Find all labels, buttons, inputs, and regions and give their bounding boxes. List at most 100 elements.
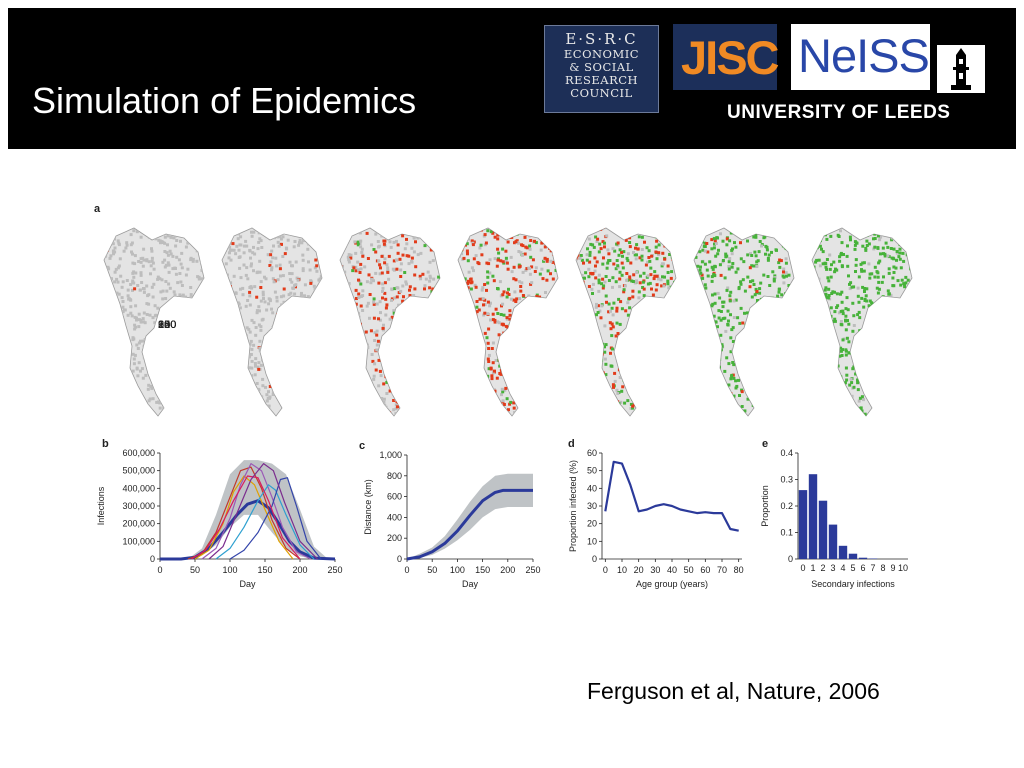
series-line (187, 466, 301, 560)
map-panel (457, 227, 559, 417)
bar (818, 500, 828, 559)
y-tick-label: 0.4 (780, 448, 793, 458)
x-tick-label: 30 (650, 565, 660, 575)
y-tick-label: 600 (387, 492, 402, 502)
map-day-label: 120 (158, 319, 176, 331)
map-day-label: 150 (158, 319, 176, 331)
figure: a 30 60 90 120 150 180 240 0 100,000 200,000 300,00… (90, 198, 940, 613)
x-tick-label: 5 (850, 563, 855, 573)
x-tick-label: 40 (667, 565, 677, 575)
y-tick-label: 1,000 (379, 450, 402, 460)
panel-label: c (359, 440, 365, 452)
map-day-label: 60 (158, 319, 170, 331)
map-day-label: 240 (158, 319, 176, 331)
series-line (201, 463, 311, 560)
esrc-logo-line: & SOCIAL (569, 60, 634, 74)
chart-panel-c: 0 200 400 600 800 1,000 0 50 100 150 200 250 Day Dist… (363, 450, 541, 589)
map-outline (457, 227, 559, 417)
series-line (406, 488, 533, 561)
y-tick-label: 200 (387, 533, 402, 543)
y-tick-label: 0 (788, 554, 793, 564)
y-tick-label: 40 (587, 483, 597, 493)
esrc-logo-line: ECONOMIC (563, 47, 640, 61)
x-tick-label: 3 (830, 563, 835, 573)
jisc-logo: JISC (673, 24, 779, 90)
chart-panel-d: 0 10 20 30 40 50 60 0 10 20 30 40 50 60 70 80 Age group … (568, 448, 744, 589)
x-tick-label: 6 (860, 563, 865, 573)
series-line (208, 463, 318, 560)
series-line (194, 475, 294, 560)
series-line (215, 484, 315, 560)
y-tick-label: 200,000 (122, 519, 155, 529)
bar (848, 553, 858, 559)
figure-svg: a3060901201501802400100,000200,000300,00… (94, 203, 913, 589)
y-tick-label: 400 (387, 512, 402, 522)
y-axis-label: Proportion (760, 485, 770, 527)
x-axis-label: Secondary infections (811, 579, 895, 589)
x-tick-label: 0 (157, 565, 162, 575)
x-tick-label: 8 (880, 563, 885, 573)
x-axis-label: Day (239, 579, 256, 589)
x-tick-label: 0 (404, 565, 409, 575)
x-tick-label: 20 (634, 565, 644, 575)
x-tick-label: 100 (222, 565, 237, 575)
map-panel (693, 227, 795, 417)
x-tick-label: 250 (327, 565, 342, 575)
panel-label: d (568, 438, 575, 450)
y-axis-label: Distance (km) (363, 479, 373, 535)
map-day-label: 180 (158, 319, 176, 331)
bar (858, 557, 868, 559)
y-tick-label: 0 (397, 554, 402, 564)
x-tick-label: 250 (525, 565, 540, 575)
y-tick-label: 20 (587, 519, 597, 529)
series-line (191, 475, 301, 560)
x-tick-label: 4 (840, 563, 845, 573)
bar (838, 545, 848, 560)
x-tick-label: 70 (717, 565, 727, 575)
bar (808, 474, 818, 559)
map-panel (575, 227, 677, 417)
y-tick-label: 300,000 (122, 501, 155, 511)
x-tick-label: 150 (475, 565, 490, 575)
map-outline (811, 227, 913, 417)
x-tick-label: 80 (734, 565, 744, 575)
x-tick-label: 50 (684, 565, 694, 575)
leeds-tower-icon (937, 45, 985, 93)
x-tick-label: 50 (190, 565, 200, 575)
bar (798, 490, 808, 559)
neiss-logo-text: NeISS (798, 29, 930, 82)
x-tick-label: 200 (500, 565, 515, 575)
panel-label: b (102, 438, 109, 450)
y-tick-label: 100,000 (122, 536, 155, 546)
x-tick-label: 60 (700, 565, 710, 575)
panel-label: a (94, 203, 101, 215)
x-tick-label: 1 (810, 563, 815, 573)
x-tick-label: 9 (890, 563, 895, 573)
y-tick-label: 0 (150, 554, 155, 564)
y-axis-label: Infections (96, 486, 106, 525)
map-panel (811, 227, 913, 417)
map-panel (103, 227, 205, 417)
y-tick-label: 0.3 (780, 475, 793, 485)
esrc-logo-line: RESEARCH (564, 73, 639, 87)
x-tick-label: 100 (450, 565, 465, 575)
map-day-label: 90 (158, 319, 170, 331)
y-tick-label: 30 (587, 501, 597, 511)
x-tick-label: 10 (898, 563, 908, 573)
bar (828, 524, 838, 559)
y-tick-label: 50 (587, 466, 597, 476)
esrc-logo-line: COUNCIL (570, 86, 633, 100)
y-tick-label: 0 (592, 554, 597, 564)
y-tick-label: 60 (587, 448, 597, 458)
map-day-label: 30 (158, 319, 170, 331)
y-tick-label: 10 (587, 536, 597, 546)
chart-panel-b: 0 100,000 200,000 300,000 400,000 500,000 600,… (96, 448, 343, 589)
y-tick-label: 800 (387, 471, 402, 481)
slide-title: Simulation of Epidemics (32, 80, 417, 121)
x-axis-label: Day (462, 579, 479, 589)
x-tick-label: 50 (427, 565, 437, 575)
map-panel (339, 227, 441, 417)
series-line (604, 460, 739, 532)
map-panel (221, 227, 323, 417)
